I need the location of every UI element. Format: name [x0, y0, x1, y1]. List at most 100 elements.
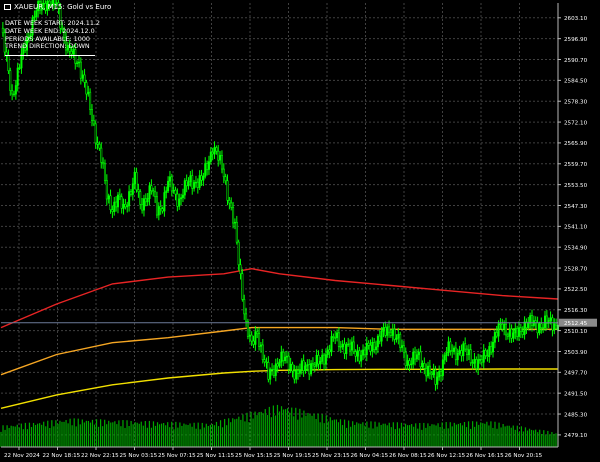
candle-body [129, 191, 132, 195]
candle-body [235, 221, 238, 243]
candle-body [172, 189, 175, 192]
candle-body [187, 181, 190, 187]
candle-body [462, 343, 465, 357]
candle-body [308, 364, 311, 375]
candle-body [198, 175, 201, 188]
candle-body [92, 120, 95, 125]
current-price-box [559, 318, 597, 327]
price-tick-label: 2497.70 [564, 371, 588, 377]
candle-body [345, 344, 348, 354]
candle-body [81, 74, 84, 79]
candle-body [471, 362, 474, 364]
candle-body [480, 359, 483, 363]
candle-body [48, 0, 51, 5]
symbol-title-text: XAUEUR, M15: Gold vs Euro [14, 3, 112, 11]
candle-body [176, 193, 179, 207]
candle-body [170, 176, 173, 192]
candle-body [447, 341, 450, 353]
candle-body [109, 195, 112, 211]
candle-body [274, 363, 277, 376]
candle-body [445, 352, 448, 356]
price-tick-label: 2541.10 [564, 225, 588, 231]
current-price-label: 2512.45 [564, 321, 588, 327]
price-tick-label: 2565.90 [564, 141, 588, 147]
candle-body [282, 351, 285, 361]
candle-body [219, 155, 222, 161]
candle-body [79, 61, 82, 79]
candle-body [339, 346, 342, 348]
candle-body [193, 182, 196, 189]
candle-body [191, 175, 194, 189]
candle-body [337, 332, 340, 347]
candle-body [473, 359, 476, 364]
candle-body [304, 365, 307, 371]
price-tick-label: 2572.10 [564, 120, 588, 126]
candle-body [232, 206, 235, 224]
candle-body [24, 44, 27, 51]
candle-body [72, 48, 75, 55]
candle-body [116, 194, 119, 208]
candle-body [321, 354, 324, 362]
candle-body [464, 343, 467, 350]
price-tick-label: 2590.70 [564, 58, 588, 64]
time-tick-label: 25 Nov 11:15 [197, 453, 235, 459]
candle-body [523, 321, 526, 335]
candle-body [555, 323, 558, 326]
candle-body [363, 349, 366, 356]
candle-body [168, 176, 171, 182]
candle-body [181, 194, 184, 198]
candle-body [22, 44, 25, 55]
candle-body [440, 371, 443, 376]
time-tick-label: 25 Nov 19:15 [274, 453, 312, 459]
candle-body [324, 354, 327, 365]
candle-body [436, 376, 439, 385]
candle-body [122, 203, 125, 209]
time-tick-label: 25 Nov 23:15 [312, 453, 350, 459]
candle-body [224, 176, 227, 182]
candle-body [222, 168, 225, 178]
candle-body [414, 351, 417, 360]
candle-body [209, 151, 212, 162]
candle-body [51, 0, 54, 6]
candle-body [508, 328, 511, 337]
candle-body [165, 190, 168, 193]
candle-body [38, 1, 41, 11]
candle-body [128, 191, 131, 207]
candle-body [250, 334, 253, 342]
candle-body [35, 10, 38, 18]
candle-body [443, 355, 446, 361]
candle-body [76, 62, 79, 64]
candle-body [428, 365, 431, 374]
candle-body [512, 332, 515, 339]
candle-body [432, 369, 435, 375]
candle-body [89, 91, 92, 110]
candle-body [451, 350, 454, 353]
candle-body [40, 3, 43, 11]
candle-body [83, 74, 86, 83]
candle-body [536, 322, 539, 334]
candle-body [258, 333, 261, 347]
candle-body [16, 67, 19, 86]
candle-body [220, 155, 223, 170]
candle-body [310, 363, 313, 375]
candle-body [315, 355, 318, 367]
candle-body [46, 0, 49, 11]
candle-body [200, 175, 203, 181]
candle-body [103, 163, 106, 181]
candle-body [328, 349, 331, 353]
candle-body [137, 189, 140, 192]
price-tick-label: 2596.90 [564, 37, 588, 43]
time-tick-label: 25 Nov 15:15 [235, 453, 273, 459]
candle-body [454, 347, 457, 361]
candle-body [516, 328, 519, 337]
candle-body [343, 343, 346, 354]
price-tick-label: 2510.10 [564, 329, 588, 335]
candle-body [391, 329, 394, 336]
candle-body [427, 365, 430, 377]
candle-body [226, 180, 229, 201]
candle-body [527, 323, 530, 329]
candle-body [434, 369, 437, 385]
candle-body [259, 344, 262, 347]
